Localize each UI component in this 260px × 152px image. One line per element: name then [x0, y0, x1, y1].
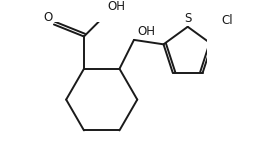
Text: O: O — [43, 11, 52, 24]
Text: OH: OH — [108, 0, 126, 13]
Text: S: S — [184, 12, 191, 25]
Text: Cl: Cl — [221, 14, 233, 27]
Text: OH: OH — [137, 25, 155, 38]
